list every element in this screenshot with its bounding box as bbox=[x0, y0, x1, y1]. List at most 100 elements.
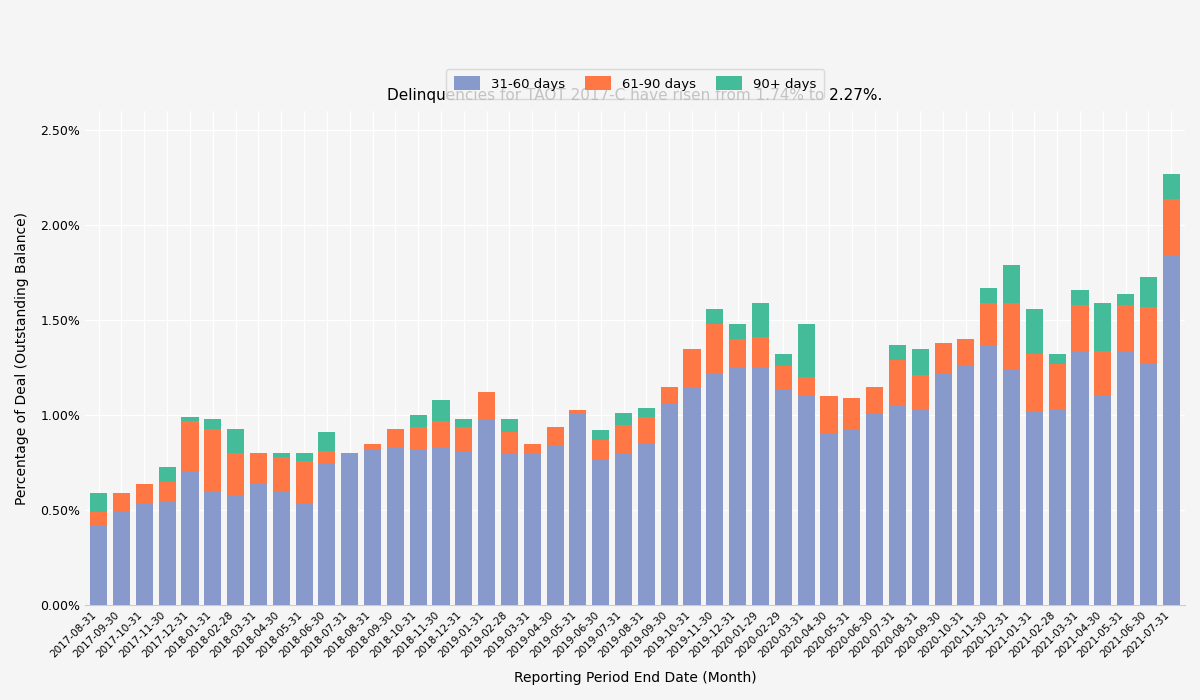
Bar bbox=[409, 449, 427, 606]
Bar bbox=[136, 503, 152, 606]
Bar bbox=[638, 444, 655, 606]
Bar bbox=[318, 452, 336, 463]
Bar bbox=[935, 343, 952, 374]
Bar bbox=[707, 309, 724, 324]
Bar bbox=[844, 398, 860, 428]
Bar bbox=[500, 454, 518, 606]
Bar bbox=[455, 427, 473, 452]
Bar bbox=[204, 428, 221, 491]
Bar bbox=[958, 340, 974, 366]
Bar bbox=[272, 457, 290, 491]
Bar bbox=[1049, 364, 1066, 409]
Bar bbox=[113, 512, 130, 606]
Bar bbox=[980, 303, 997, 345]
Bar bbox=[569, 410, 587, 414]
Bar bbox=[752, 303, 769, 337]
Bar bbox=[227, 454, 244, 495]
Bar bbox=[707, 324, 724, 374]
Bar bbox=[1117, 305, 1134, 351]
Bar bbox=[752, 337, 769, 368]
Bar bbox=[432, 400, 450, 421]
Bar bbox=[1094, 396, 1111, 606]
Bar bbox=[821, 434, 838, 606]
Bar bbox=[1049, 410, 1066, 606]
Bar bbox=[1094, 303, 1111, 351]
Bar bbox=[730, 324, 746, 340]
Bar bbox=[592, 459, 610, 606]
Legend: 31-60 days, 61-90 days, 90+ days: 31-60 days, 61-90 days, 90+ days bbox=[446, 69, 824, 99]
Y-axis label: Percentage of Deal (Outstanding Balance): Percentage of Deal (Outstanding Balance) bbox=[16, 212, 29, 505]
Bar bbox=[1026, 412, 1043, 606]
Bar bbox=[295, 454, 313, 461]
Bar bbox=[318, 463, 336, 606]
Bar bbox=[181, 421, 198, 473]
Bar bbox=[684, 349, 701, 387]
Bar bbox=[478, 393, 496, 419]
Bar bbox=[775, 366, 792, 389]
Bar bbox=[798, 396, 815, 606]
Bar bbox=[409, 427, 427, 449]
Bar bbox=[935, 374, 952, 606]
Bar bbox=[90, 526, 107, 606]
Bar bbox=[227, 428, 244, 454]
Bar bbox=[980, 345, 997, 606]
Bar bbox=[204, 419, 221, 428]
Bar bbox=[318, 433, 336, 452]
Bar bbox=[912, 375, 929, 410]
Bar bbox=[1026, 309, 1043, 354]
Bar bbox=[478, 419, 496, 606]
Bar bbox=[638, 417, 655, 444]
Bar bbox=[1140, 276, 1157, 307]
Bar bbox=[592, 430, 610, 440]
Bar bbox=[90, 494, 107, 512]
Bar bbox=[1140, 364, 1157, 606]
Bar bbox=[1163, 174, 1180, 199]
Bar bbox=[912, 349, 929, 375]
Bar bbox=[775, 354, 792, 366]
Bar bbox=[592, 440, 610, 459]
Bar bbox=[250, 454, 266, 484]
Bar bbox=[227, 495, 244, 606]
Bar bbox=[912, 410, 929, 606]
Bar bbox=[90, 512, 107, 526]
Bar bbox=[1117, 351, 1134, 606]
Bar bbox=[1072, 290, 1088, 305]
Bar bbox=[272, 491, 290, 606]
Bar bbox=[661, 404, 678, 606]
Bar bbox=[958, 366, 974, 606]
Bar bbox=[821, 396, 838, 434]
Bar bbox=[1163, 199, 1180, 256]
Bar bbox=[500, 433, 518, 454]
Bar bbox=[1003, 303, 1020, 370]
Bar bbox=[775, 389, 792, 606]
Bar bbox=[1163, 256, 1180, 606]
Bar bbox=[638, 407, 655, 417]
Bar bbox=[980, 288, 997, 303]
Bar bbox=[889, 360, 906, 406]
Bar bbox=[523, 444, 541, 454]
Bar bbox=[1026, 354, 1043, 412]
Bar bbox=[1117, 294, 1134, 305]
Bar bbox=[616, 425, 632, 454]
Bar bbox=[569, 414, 587, 606]
Bar bbox=[798, 324, 815, 377]
Bar bbox=[1003, 265, 1020, 303]
Bar bbox=[364, 444, 382, 449]
Bar bbox=[1094, 351, 1111, 396]
Bar bbox=[295, 503, 313, 606]
Bar bbox=[158, 467, 175, 482]
X-axis label: Reporting Period End Date (Month): Reporting Period End Date (Month) bbox=[514, 671, 756, 685]
Bar bbox=[616, 414, 632, 425]
Bar bbox=[158, 482, 175, 500]
Bar bbox=[684, 387, 701, 606]
Bar bbox=[386, 428, 404, 447]
Bar bbox=[1049, 354, 1066, 364]
Bar bbox=[272, 454, 290, 457]
Bar bbox=[752, 368, 769, 606]
Bar bbox=[730, 340, 746, 368]
Bar bbox=[866, 414, 883, 606]
Bar bbox=[523, 454, 541, 606]
Bar bbox=[844, 428, 860, 606]
Bar bbox=[432, 447, 450, 606]
Bar bbox=[204, 491, 221, 606]
